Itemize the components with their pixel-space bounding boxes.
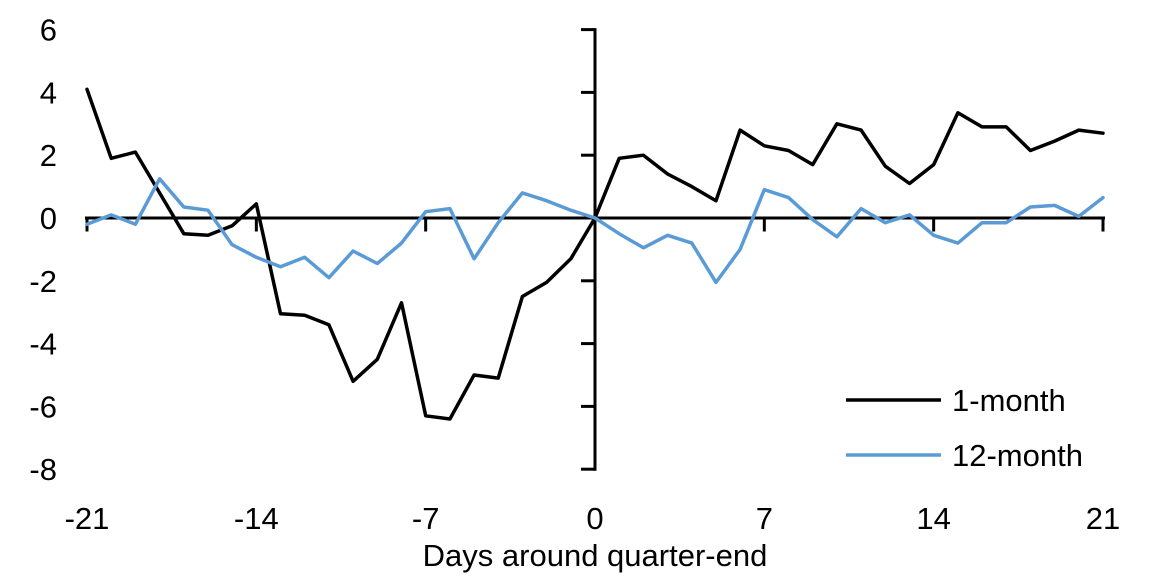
series-line-12-month [85, 177, 1105, 285]
x-tick-label: 0 [586, 501, 603, 536]
legend-label-1-month: 1-month [952, 383, 1066, 418]
y-tick-label: -8 [29, 452, 57, 487]
y-tick-label: -4 [29, 327, 57, 362]
x-tick-label: 7 [756, 501, 773, 536]
tick-labels: -21 -14 -7 0 7 14 21 6 4 2 0 -2 -4 -6 -8 [29, 13, 1120, 536]
y-tick-label: 0 [40, 201, 57, 236]
y-tick-label: -6 [29, 389, 57, 424]
y-tick-label: 4 [40, 75, 57, 110]
x-tick-label: -21 [65, 501, 110, 536]
legend: 1-month 12-month [846, 383, 1083, 473]
y-tick-label: 2 [40, 138, 57, 173]
x-tick-label: -7 [412, 501, 440, 536]
y-tick-label: -2 [29, 264, 57, 299]
legend-label-12-month: 12-month [952, 438, 1083, 473]
x-tick-label: 21 [1086, 501, 1120, 536]
x-tick-label: -14 [234, 501, 279, 536]
y-tick-label: 6 [40, 13, 57, 48]
series-lines [85, 87, 1105, 421]
x-tick-label: 14 [916, 501, 950, 536]
x-axis-title: Days around quarter-end [423, 538, 768, 573]
